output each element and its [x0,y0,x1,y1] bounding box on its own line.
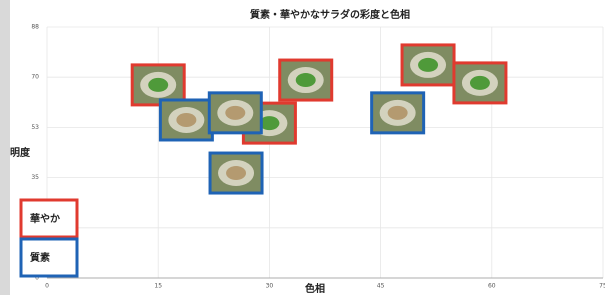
photo-food [176,113,196,127]
y-axis-label: 明度 [10,146,31,159]
photo-food [418,58,438,72]
y-tick-label: 35 [31,174,39,181]
chart: 質素・華やかなサラダの彩度と色相 明度 色相 01835537088015304… [0,0,605,295]
photo-food [226,166,246,180]
y-tick-label: 53 [31,124,39,131]
side-strip [0,0,10,295]
x-tick-label: 45 [377,283,385,290]
chart-title: 質素・華やかなサラダの彩度と色相 [250,8,410,21]
photo-food [296,73,316,87]
photo-food [388,106,408,120]
x-tick-label: 15 [154,283,162,290]
x-tick-label: 75 [599,283,605,290]
photo-food [148,78,168,92]
legend-label: 質素 [30,251,50,264]
legend-label: 華やか [30,212,60,225]
photo-food [225,106,245,120]
x-tick-label: 60 [488,283,496,290]
y-tick-label: 70 [31,74,39,81]
marks [132,45,506,193]
x-tick-label: 0 [45,283,49,290]
x-axis-label: 色相 [305,282,325,295]
y-tick-label: 88 [31,24,39,31]
photo-food [470,76,490,90]
x-tick-label: 30 [266,283,274,290]
